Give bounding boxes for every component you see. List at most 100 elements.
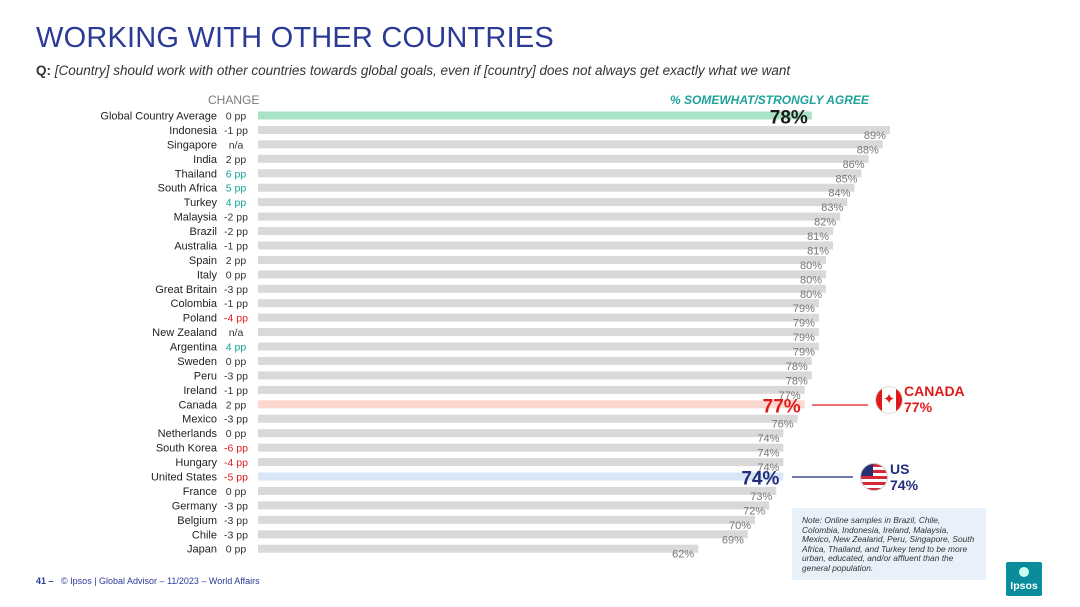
change-label-thailand: 6 pp [226, 168, 247, 180]
value-label-south-africa: 84% [828, 188, 850, 200]
change-label-global-country-average: 0 pp [226, 111, 247, 123]
us-callout-name: US [890, 461, 910, 477]
value-label-india: 86% [843, 159, 865, 171]
value-label-brazil: 81% [807, 231, 829, 243]
value-label-ireland: 77% [779, 390, 801, 402]
change-label-chile: -3 pp [224, 529, 248, 541]
category-label-south-korea: South Korea [156, 443, 218, 455]
value-label-poland: 79% [793, 318, 815, 330]
change-label-singapore: n/a [229, 139, 244, 151]
value-label-new-zealand: 79% [793, 332, 815, 344]
bar-south-korea [258, 443, 784, 452]
category-label-sweden: Sweden [177, 356, 217, 368]
value-label-germany: 72% [743, 505, 765, 517]
value-label-japan: 62% [672, 549, 694, 561]
category-label-netherlands: Netherlands [158, 428, 218, 440]
category-label-italy: Italy [197, 269, 218, 281]
change-label-new-zealand: n/a [229, 327, 244, 339]
value-label-thailand: 85% [835, 173, 857, 185]
canada-callout-name: CANADA [904, 383, 965, 399]
value-label-belgium: 70% [729, 520, 751, 532]
change-label-germany: -3 pp [224, 500, 248, 512]
value-label-united-states: 74% [741, 469, 779, 490]
category-label-argentina: Argentina [170, 342, 218, 354]
bar-great-britain [258, 284, 826, 293]
category-label-malaysia: Malaysia [174, 212, 218, 224]
bar-malaysia [258, 212, 841, 221]
category-label-poland: Poland [183, 313, 217, 325]
change-label-ireland: -1 pp [224, 385, 248, 397]
bar-mexico [258, 414, 798, 423]
bar-thailand [258, 169, 862, 178]
bar-ireland [258, 385, 805, 394]
category-label-brazil: Brazil [189, 226, 217, 238]
bar-turkey [258, 198, 848, 207]
category-label-france: France [183, 486, 217, 498]
category-label-mexico: Mexico [182, 414, 217, 426]
category-label-united-states: United States [151, 472, 218, 484]
bar-argentina [258, 342, 819, 351]
category-label-new-zealand: New Zealand [152, 327, 217, 339]
bar-japan [258, 544, 699, 553]
bar-brazil [258, 227, 834, 236]
value-label-malaysia: 82% [814, 217, 836, 229]
bar-spain [258, 255, 826, 264]
bar-colombia [258, 299, 819, 308]
category-label-singapore: Singapore [167, 139, 217, 151]
change-label-belgium: -3 pp [224, 515, 248, 527]
agree-column-header: % SOMEWHAT/STRONGLY AGREE [670, 93, 869, 107]
category-label-thailand: Thailand [175, 168, 217, 180]
bar-germany [258, 501, 770, 510]
change-label-india: 2 pp [226, 154, 247, 166]
footer-text: © Ipsos | Global Advisor – 11/2023 – Wor… [61, 576, 260, 586]
category-label-australia: Australia [174, 240, 218, 252]
bar-hungary [258, 458, 784, 467]
change-label-sweden: 0 pp [226, 356, 247, 368]
bar-new-zealand [258, 328, 819, 337]
value-label-australia: 81% [807, 245, 829, 257]
value-label-italy: 80% [800, 274, 822, 286]
change-label-peru: -3 pp [224, 370, 248, 382]
category-label-canada: Canada [178, 399, 217, 411]
logo-text: Ipsos [1010, 580, 1038, 592]
category-label-chile: Chile [192, 529, 217, 541]
question-text: Q: [Country] should work with other coun… [36, 63, 790, 78]
bar-france [258, 486, 777, 495]
category-label-spain: Spain [189, 255, 217, 267]
page-title: WORKING WITH OTHER COUNTRIES [36, 22, 554, 54]
change-label-argentina: 4 pp [226, 342, 247, 354]
category-label-hungary: Hungary [175, 457, 217, 469]
value-label-chile: 69% [722, 534, 744, 546]
bar-chile [258, 530, 748, 539]
value-label-argentina: 79% [793, 347, 815, 359]
bar-peru [258, 371, 812, 380]
category-label-japan: Japan [187, 544, 217, 556]
change-label-colombia: -1 pp [224, 298, 248, 310]
value-label-global-country-average: 78% [770, 108, 808, 129]
value-label-hungary: 74% [757, 462, 779, 474]
change-label-japan: 0 pp [226, 544, 247, 556]
page-number: 41 – [36, 576, 54, 586]
value-label-colombia: 79% [793, 303, 815, 315]
category-label-turkey: Turkey [184, 197, 218, 209]
ipsos-logo: Ipsos [1006, 562, 1042, 596]
category-label-great-britain: Great Britain [155, 284, 217, 296]
canada-flag-icon: ✦ [875, 386, 903, 414]
question-body: [Country] should work with other countri… [54, 63, 791, 78]
category-label-belgium: Belgium [177, 515, 217, 527]
us-flag-icon [860, 463, 888, 491]
change-label-south-africa: 5 pp [226, 183, 247, 195]
category-label-peru: Peru [194, 370, 217, 382]
category-label-indonesia: Indonesia [169, 125, 218, 137]
change-label-south-korea: -6 pp [224, 443, 248, 455]
change-label-malaysia: -2 pp [224, 212, 248, 224]
value-label-france: 73% [750, 491, 772, 503]
us-callout-value: 74% [890, 477, 919, 493]
bar-united-states [258, 472, 784, 481]
us-callout: US 74% [890, 461, 918, 493]
value-label-mexico: 76% [772, 419, 794, 431]
change-label-france: 0 pp [226, 486, 247, 498]
value-label-great-britain: 80% [800, 289, 822, 301]
bar-australia [258, 241, 834, 250]
